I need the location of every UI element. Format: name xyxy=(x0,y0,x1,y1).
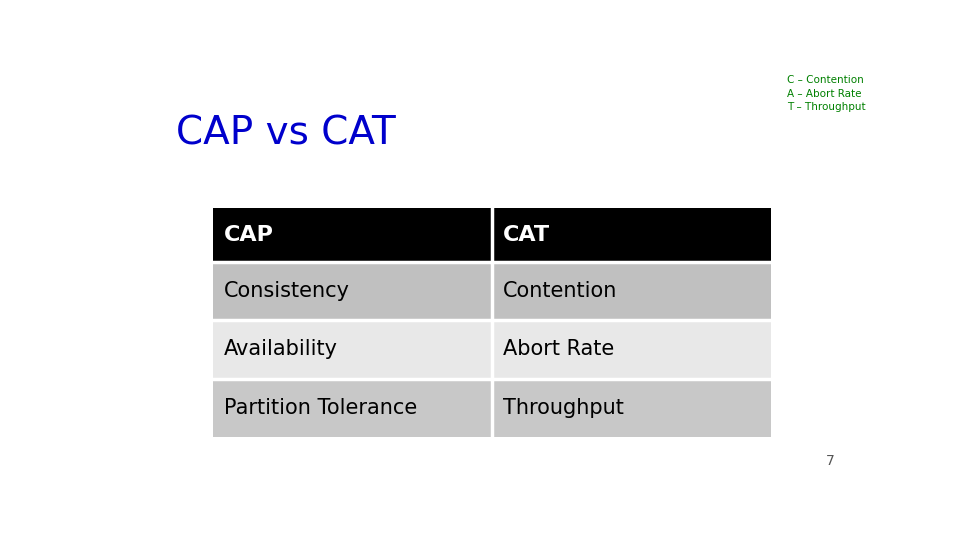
Bar xyxy=(492,379,771,437)
Bar xyxy=(213,379,492,437)
Text: Abort Rate: Abort Rate xyxy=(503,340,614,360)
Bar xyxy=(492,262,771,320)
Text: 7: 7 xyxy=(826,454,834,468)
Bar xyxy=(213,262,492,320)
Bar xyxy=(492,320,771,379)
Text: Availability: Availability xyxy=(225,340,338,360)
Bar xyxy=(492,208,771,262)
Text: CAP: CAP xyxy=(225,225,274,245)
Text: Partition Tolerance: Partition Tolerance xyxy=(225,398,418,418)
Text: T – Throughput: T – Throughput xyxy=(787,102,866,112)
Text: Contention: Contention xyxy=(503,281,617,301)
Bar xyxy=(213,320,492,379)
Text: A – Abort Rate: A – Abort Rate xyxy=(787,89,862,98)
Bar xyxy=(213,208,492,262)
Text: C – Contention: C – Contention xyxy=(787,75,864,85)
Text: Throughput: Throughput xyxy=(503,398,624,418)
Text: CAT: CAT xyxy=(503,225,550,245)
Text: Consistency: Consistency xyxy=(225,281,350,301)
Text: CAP vs CAT: CAP vs CAT xyxy=(176,114,396,153)
